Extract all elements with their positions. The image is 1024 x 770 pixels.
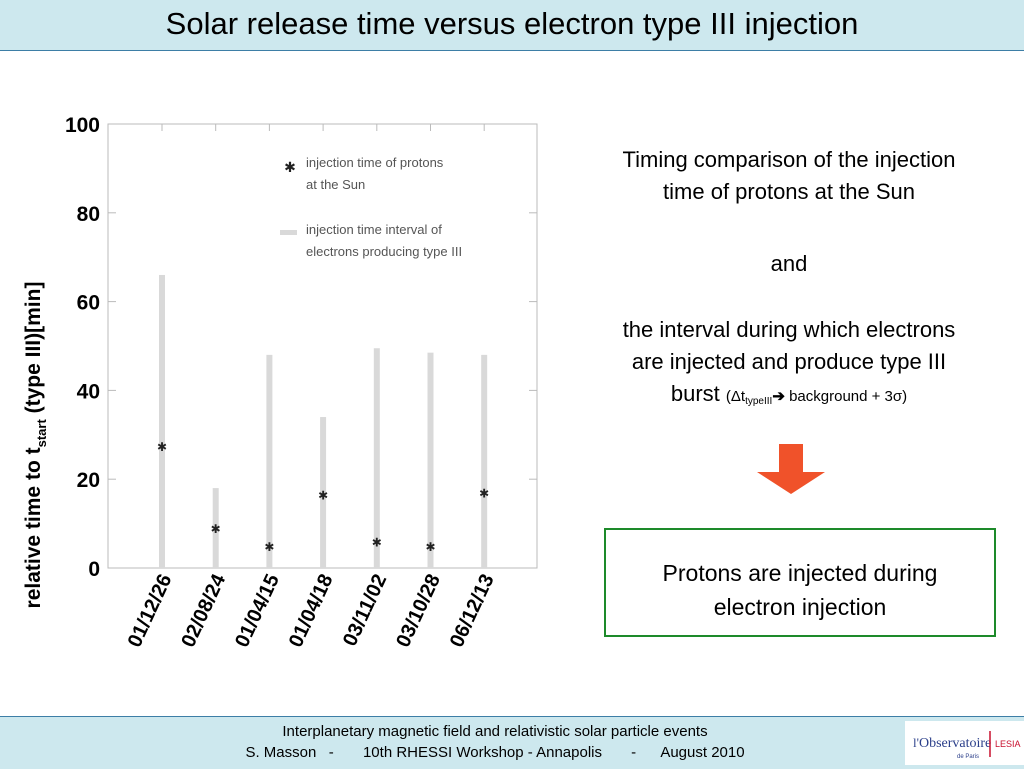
x-tick-label: 02/08/24 [177,570,230,651]
description-block: Timing comparison of the injection time … [566,144,1012,208]
x-tick-label: 03/11/02 [339,571,391,650]
footer-bar: Interplanetary magnetic field and relati… [0,716,1024,769]
electron-interval-bar [373,348,380,568]
electron-interval-bar [320,417,327,568]
description-line-2: time of protons at the Sun [663,179,915,204]
electron-interval-bar [212,488,219,568]
y-tick-label: 100 [65,114,100,137]
chart: 0 20 40 60 80 100 ✱ 01/12/26 ✱ 02/08/24 ✱ 01/04/15 ✱… [22,114,538,651]
description-line-5: burst (ΔttypeIII➔ background + 3σ) [566,378,1012,418]
chart-legend: ✱ injection time of protons at the Sun i… [280,155,462,259]
electron-interval-bar [481,354,488,568]
arrow-down-icon [757,444,825,494]
legend-proton-label-1: injection time of protons [306,155,444,170]
proton-injection-point: ✱ [425,540,435,554]
logo-graphic: l'Observatoire de Paris LESIA [905,721,1024,765]
y-axis-label: relative time to tstart (type III)[min] [22,282,49,609]
legend-electron-swatch [280,230,297,235]
slide-title: Solar release time versus electron type … [165,6,859,41]
legend-proton-label-2: at the Sun [306,177,365,192]
x-tick-label: 03/10/28 [392,571,445,651]
y-tick-label: 20 [77,469,100,492]
footer-line-1: Interplanetary magnetic field and relati… [282,723,708,740]
conclusion-text: Protons are injected during electron inj… [606,556,994,624]
arrow-right-icon: ➔ [772,388,785,405]
conclusion-line-2: electron injection [713,594,887,620]
svg-text:l'Observatoire: l'Observatoire [913,735,991,751]
x-tick-label: 01/04/18 [285,571,338,651]
footer-line-2: S. Masson - 10th RHESSI Workshop - Annap… [245,744,745,761]
electron-interval-bar [427,352,434,568]
x-tick-label: 06/12/13 [446,571,499,651]
proton-injection-point: ✱ [211,522,221,536]
x-tick-label: 01/04/15 [231,571,284,651]
proton-injection-point: ✱ [372,535,382,549]
burst-word: burst [670,381,720,406]
svg-text:de Paris: de Paris [957,754,979,760]
y-tick-label: 40 [77,380,100,403]
description-and: and [770,251,808,276]
proton-injection-point: ✱ [157,440,167,454]
legend-proton-marker: ✱ [284,159,296,175]
electron-interval-bar [266,354,273,568]
description-line-1: Timing comparison of the injection [622,147,956,172]
observatoire-lesia-logo: l'Observatoire de Paris LESIA [905,721,1024,765]
y-tick-label: 0 [88,558,100,581]
description-block-2: the interval during which electrons are … [566,314,1012,418]
svg-text:LESIA: LESIA [995,739,1021,749]
description-line-3: the interval during which electrons [622,317,956,342]
description-line-4: are injected and produce type III [631,349,947,374]
conclusion-box: Protons are injected during electron inj… [604,528,996,637]
conclusion-line-1: Protons are injected during [662,560,938,586]
proton-injection-point: ✱ [479,487,489,501]
title-bar: Solar release time versus electron type … [0,0,1024,51]
electron-interval-bar [159,274,165,568]
x-tick-label: 01/12/26 [124,571,177,651]
proton-injection-point: ✱ [264,540,274,554]
formula: (ΔttypeIII➔ background + 3σ) [725,388,908,407]
proton-injection-point: ✱ [318,489,328,503]
legend-electron-label-1: injection time interval of [306,222,442,237]
y-tick-label: 80 [77,203,100,226]
legend-electron-label-2: electrons producing type III [306,244,462,259]
y-tick-label: 60 [77,292,100,315]
